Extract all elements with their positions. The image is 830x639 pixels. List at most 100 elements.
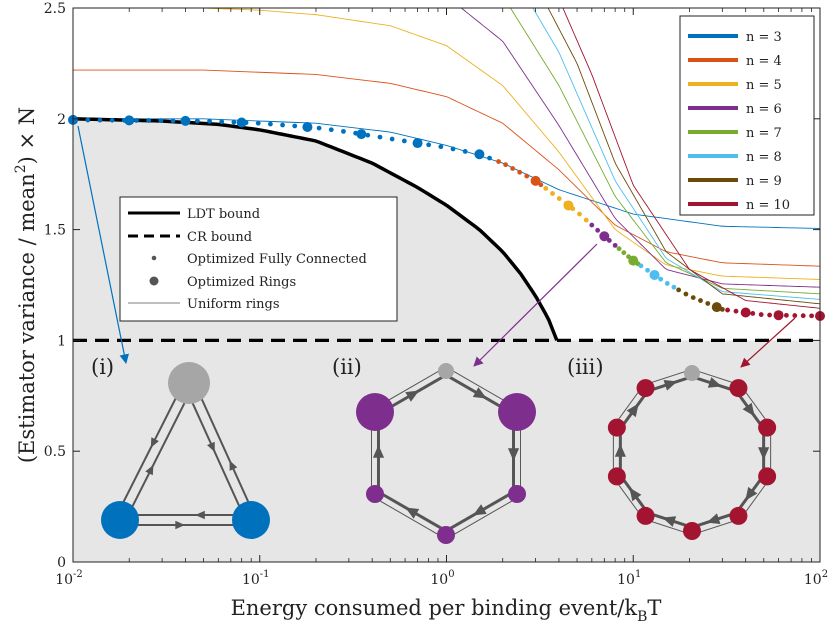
fully-connected-dot-n3 — [401, 138, 407, 144]
fully-connected-dot-n7 — [621, 250, 627, 256]
fully-connected-dot-n3 — [194, 118, 200, 124]
ring-node — [729, 506, 748, 525]
inset-label-ii: (ii) — [332, 355, 362, 379]
inset-i-node — [101, 501, 139, 539]
inset-i-node — [232, 501, 270, 539]
optimized-ring-marker-n3 — [356, 129, 367, 140]
edge-arrowhead — [405, 390, 420, 402]
y-tick-label: 1 — [57, 333, 66, 349]
y-tick-label: 0 — [57, 555, 66, 571]
fully-connected-dot-n3 — [146, 118, 152, 123]
legend-n5-label: n = 5 — [746, 78, 782, 93]
fully-connected-dot-n4 — [517, 169, 523, 175]
y-axis-label-main: (Estimator variance / mean — [15, 173, 39, 463]
optimized-ring-marker-n4 — [530, 175, 541, 186]
optimized-ring-marker-n9 — [711, 302, 722, 313]
legend-ring-label: Optimized Rings — [187, 275, 296, 290]
arrow-to-inset-iii — [740, 317, 796, 368]
edge-arrowhead — [706, 513, 721, 524]
ring-node — [683, 522, 701, 540]
fully-connected-dot-n3 — [462, 148, 468, 154]
uniform-ring-line-n10 — [562, 8, 820, 309]
edge-arrowhead — [472, 504, 487, 516]
fully-connected-dot-n10 — [750, 311, 756, 316]
edge-arrowhead — [507, 448, 520, 461]
ring-node — [758, 467, 777, 486]
fully-connected-dot-n3 — [292, 123, 298, 129]
y-tick-label: 2 — [57, 112, 66, 128]
fully-connected-dots — [85, 117, 820, 319]
fully-connected-dot-n7 — [616, 246, 622, 252]
ring-node — [636, 506, 655, 525]
ring-node — [607, 467, 626, 486]
network-edge — [447, 496, 520, 539]
edge-arrowhead — [707, 377, 722, 388]
x-tick-label: 10-1 — [242, 569, 270, 588]
legend-n10-label: n = 10 — [746, 198, 790, 213]
edge-arrowhead — [663, 380, 678, 391]
y-axis-label-sup: 2 — [13, 164, 29, 173]
fully-connected-dot-n8 — [658, 276, 664, 282]
optimized-ring-marker-n3 — [180, 115, 191, 126]
fully-connected-dot-n9 — [690, 295, 696, 300]
fully-connected-dot-n4 — [524, 173, 530, 179]
legend-n8-label: n = 8 — [746, 150, 782, 165]
y-tick-label: 1.5 — [44, 223, 66, 239]
fully-connected-dot-n3 — [170, 118, 176, 124]
fully-connected-dot-n3 — [316, 125, 322, 131]
ring-node — [729, 379, 748, 398]
ring-node — [498, 393, 537, 431]
ring-node — [758, 418, 777, 437]
fully-connected-dot-n8 — [664, 281, 670, 286]
fully-connected-dot-n3 — [438, 144, 444, 150]
x-axis-ticks: 10-2 10-1 100 101 102 — [55, 8, 828, 588]
uniform-ring-line-n8 — [532, 8, 820, 300]
x-tick-label: 100 — [430, 569, 454, 588]
fully-connected-dot-n3 — [109, 117, 115, 123]
legend-ldt-label: LDT bound — [187, 207, 260, 222]
fully-connected-dot-n10 — [733, 308, 739, 314]
legend-fc-swatch — [151, 255, 157, 261]
x-axis-label-tail: T — [647, 596, 661, 620]
legend-ring-swatch — [149, 276, 159, 286]
fully-connected-dot-n10 — [767, 312, 772, 318]
fully-connected-dot-n3 — [280, 122, 285, 128]
inset-i-node-gray — [168, 362, 210, 404]
ring-node — [636, 379, 655, 398]
edge-arrowhead — [150, 437, 159, 448]
y-axis-label-post: ) × N — [15, 107, 39, 165]
legend-fc-label: Optimized Fully Connected — [187, 252, 367, 267]
x-axis-label-sub: B — [637, 609, 647, 625]
optimized-ring-marker-n5 — [563, 200, 574, 211]
optimized-ring-marker-n7 — [628, 255, 639, 266]
fully-connected-dot-n3 — [377, 134, 383, 140]
optimized-ring-marker-n3 — [124, 115, 135, 126]
n-legend: n = 3 n = 4 n = 5 n = 6 n = 7 n = 8 n = … — [679, 15, 815, 216]
uniform-ring-line-n7 — [510, 8, 820, 295]
ring-node — [355, 393, 394, 431]
fully-connected-dot-n5 — [577, 211, 582, 217]
ring-node — [607, 418, 626, 437]
x-tick-label: 101 — [617, 569, 641, 588]
fully-connected-dot-n9 — [705, 301, 711, 306]
fully-connected-dot-n9 — [676, 287, 682, 293]
fully-connected-dot-n3 — [341, 128, 346, 134]
optimized-ring-marker-n3 — [474, 149, 485, 160]
legend-n7-label: n = 7 — [746, 126, 782, 141]
optimized-ring-marker-n8 — [649, 269, 660, 280]
fully-connected-dot-n6 — [612, 242, 618, 248]
fully-connected-dot-n3 — [389, 136, 395, 142]
fully-connected-dot-n10 — [809, 313, 814, 319]
fully-connected-dot-n5 — [556, 196, 562, 201]
ldt-bound-line — [73, 117, 559, 342]
inset-label-i: (i) — [91, 355, 114, 379]
fully-connected-dot-n5 — [583, 217, 589, 223]
fully-connected-dot-n4 — [503, 162, 508, 168]
network-insets — [101, 362, 777, 544]
edge-arrowhead — [229, 460, 238, 471]
edge-arrowhead — [662, 516, 677, 527]
y-axis-label: (Estimator variance / mean2) × N — [13, 107, 39, 463]
fully-connected-dot-n6 — [589, 222, 595, 228]
edge-arrowhead — [614, 444, 626, 457]
uniform-ring-line-n9 — [547, 8, 820, 305]
